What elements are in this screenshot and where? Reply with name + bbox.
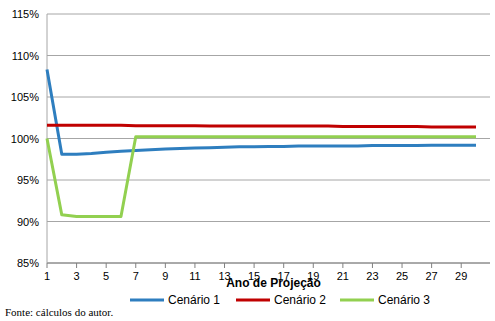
y-tick-label: 95% <box>17 174 39 186</box>
x-tick <box>135 263 136 268</box>
x-tick-label: 27 <box>425 270 437 282</box>
x-tick-label: 5 <box>103 270 109 282</box>
source-note: Fonte: cálculos do autor. <box>5 306 113 318</box>
x-tick <box>194 263 195 268</box>
x-tick <box>76 263 77 268</box>
y-tick-label: 115% <box>12 8 40 20</box>
x-tick <box>402 263 403 268</box>
x-tick-label: 29 <box>455 270 467 282</box>
x-tick <box>313 263 314 268</box>
grid-line <box>47 55 490 56</box>
x-tick-label: 1 <box>44 270 50 282</box>
x-tick <box>283 263 284 268</box>
y-tick-label: 85% <box>17 257 39 269</box>
grid-line <box>47 221 490 222</box>
legend-label: Cenário 3 <box>378 293 430 307</box>
x-tick-label: 25 <box>396 270 408 282</box>
x-axis <box>47 263 490 264</box>
x-tick <box>254 263 255 268</box>
legend-swatch <box>130 299 164 302</box>
legend-swatch <box>340 299 374 302</box>
x-tick <box>165 263 166 268</box>
series-line <box>47 137 476 217</box>
x-axis-label: Ano de Projeção <box>226 276 321 290</box>
legend-label: Cenário 2 <box>274 293 326 307</box>
x-tick-label: 21 <box>337 270 349 282</box>
legend-swatch <box>236 299 270 302</box>
y-tick-label: 105% <box>11 91 39 103</box>
x-tick-label: 9 <box>162 270 168 282</box>
y-tick-label: 90% <box>17 216 39 228</box>
grid-line <box>47 263 490 264</box>
plot-area <box>47 70 476 217</box>
x-tick <box>431 263 432 268</box>
series-line <box>47 70 476 155</box>
x-tick-label: 3 <box>74 270 80 282</box>
x-tick <box>47 263 48 268</box>
series-line <box>47 125 476 127</box>
x-tick-label: 23 <box>366 270 378 282</box>
x-tick <box>224 263 225 268</box>
x-tick-label: 11 <box>189 270 200 282</box>
x-tick <box>342 263 343 268</box>
x-tick-label: 7 <box>133 270 139 282</box>
chart: 85%90%95%100%105%110%115%135791113151719… <box>0 0 495 321</box>
y-tick-label: 100% <box>11 133 39 145</box>
x-tick <box>372 263 373 268</box>
y-tick-label: 110% <box>12 50 40 62</box>
legend-label: Cenário 1 <box>168 293 220 307</box>
x-tick <box>106 263 107 268</box>
grid-line <box>47 180 490 181</box>
grid-line <box>47 14 490 15</box>
x-tick <box>461 263 462 268</box>
grid-line <box>47 97 490 98</box>
